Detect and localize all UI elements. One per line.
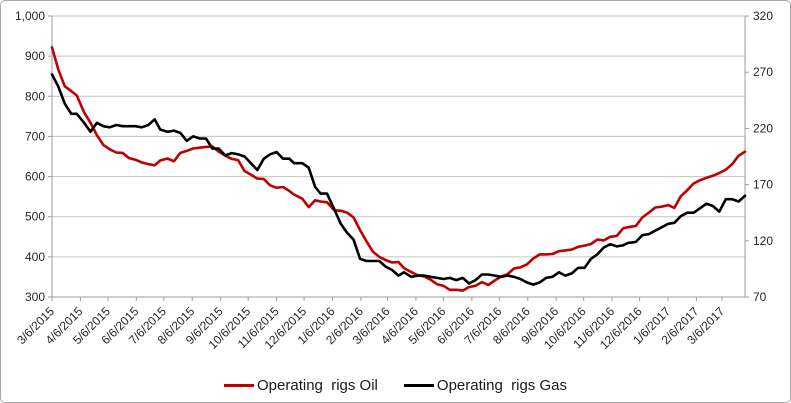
y-axis-left-label: 400 <box>25 250 45 264</box>
y-axis-right-label: 120 <box>753 234 773 248</box>
y-axis-left-label: 300 <box>25 290 45 304</box>
y-axis-left-label: 800 <box>25 89 45 103</box>
y-axis-left-label: 600 <box>25 170 45 184</box>
legend-label-oil: Operating rigs Oil <box>257 377 378 394</box>
y-axis-right-label: 170 <box>753 178 773 192</box>
series-gas-line[interactable] <box>50 73 747 286</box>
y-axis-left-label: 500 <box>25 210 45 224</box>
y-axis-right-label: 70 <box>753 290 767 304</box>
chart-legend: Operating rigs Oil Operating rigs Gas <box>1 378 790 393</box>
y-axis-right-label: 320 <box>753 9 773 23</box>
series-oil-line[interactable] <box>50 45 747 292</box>
gas-line-swatch <box>403 384 434 387</box>
y-axis-right-label: 220 <box>753 121 773 135</box>
legend-item-gas[interactable]: Operating rigs Gas <box>403 377 567 394</box>
legend-label-gas: Operating rigs Gas <box>436 377 567 394</box>
y-axis-right-label: 270 <box>753 65 773 79</box>
y-axis-left-label: 700 <box>25 129 45 143</box>
legend-item-oil[interactable]: Operating rigs Oil <box>224 378 378 393</box>
y-axis-left-label: 1,000 <box>15 9 45 23</box>
y-axis-left-label: 900 <box>25 49 45 63</box>
oil-line-swatch <box>224 384 255 387</box>
